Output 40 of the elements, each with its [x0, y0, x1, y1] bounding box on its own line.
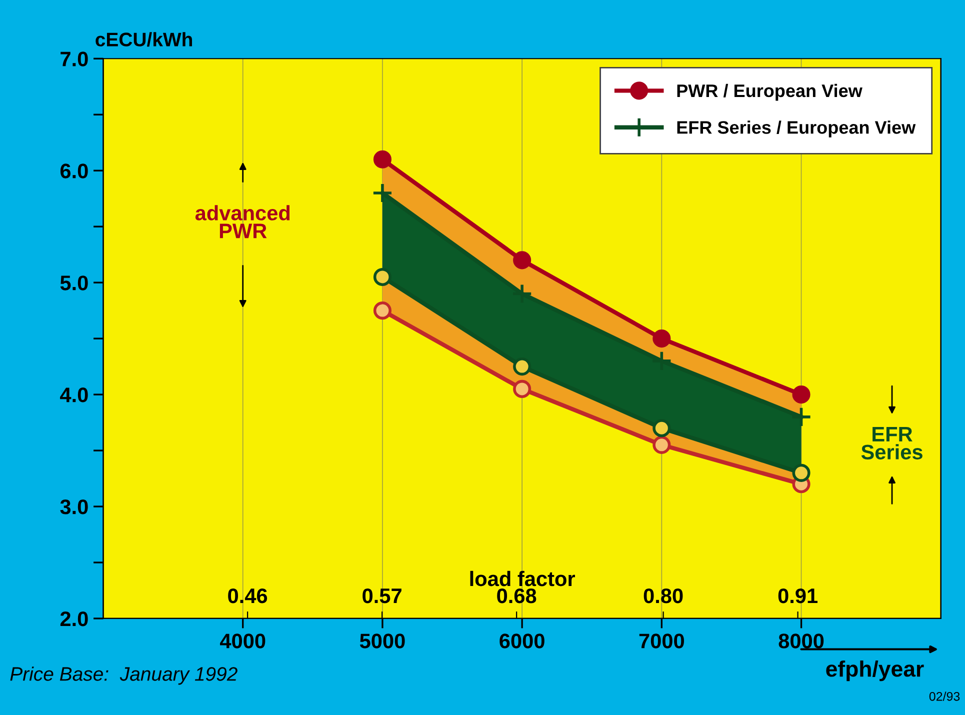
- point: [792, 464, 810, 482]
- point: [372, 182, 393, 204]
- point: [652, 419, 671, 438]
- point: [513, 358, 532, 376]
- x2-tick-label: 0.91: [778, 588, 818, 604]
- legend-label: PWR / European View: [677, 84, 862, 101]
- y-tick-label: 5.0: [60, 276, 88, 290]
- x2-tick-label: 0.57: [362, 588, 402, 604]
- x2-axis-title: load factor: [470, 570, 576, 586]
- point: [373, 150, 392, 168]
- point: [513, 380, 532, 398]
- y-tick-label: 3.0: [60, 500, 88, 514]
- x-tick-label: 5000: [360, 634, 405, 648]
- point: [651, 350, 672, 372]
- x2-tick-label: 0.68: [497, 588, 536, 604]
- text: Price Base: January 1992: [10, 666, 238, 685]
- point: [652, 330, 671, 348]
- x2-tick-label: 0.46: [228, 588, 268, 604]
- x-axis-title: efph/year: [826, 660, 924, 682]
- point: [792, 386, 810, 404]
- point: [373, 302, 392, 320]
- y-tick-label: 4.0: [60, 388, 88, 402]
- legend-label: EFR Series / European View: [677, 120, 916, 138]
- x-tick-label: 4000: [220, 634, 266, 648]
- x2-tick-label: 0.80: [644, 588, 683, 604]
- point: [512, 283, 532, 304]
- x-tick-label: 8000: [778, 634, 824, 648]
- text: 02/93: [929, 692, 960, 701]
- y-tick-label: 2.0: [60, 611, 88, 626]
- point: [513, 251, 532, 270]
- y-tick-label: 7.0: [60, 52, 88, 66]
- point: [652, 436, 671, 454]
- y-axis-title: cECU/kWh: [96, 32, 192, 47]
- point: [373, 268, 392, 286]
- x-tick-label: 7000: [639, 634, 684, 648]
- point: [790, 406, 812, 428]
- annotation: advanced PWR: [195, 205, 290, 238]
- x-tick-label: 6000: [500, 634, 544, 648]
- y-tick-label: 6.0: [60, 164, 88, 178]
- annotation: EFR Series: [861, 427, 922, 460]
